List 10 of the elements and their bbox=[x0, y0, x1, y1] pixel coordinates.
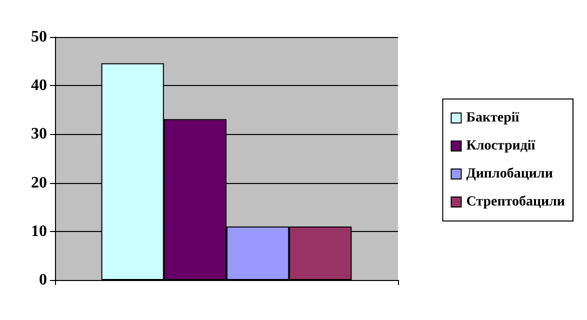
y-tick-label: 0 bbox=[39, 272, 47, 288]
y-tick-label: 20 bbox=[31, 174, 47, 192]
legend-label: Диплобацили bbox=[466, 166, 553, 182]
y-tick-label: 10 bbox=[31, 222, 47, 240]
y-tick-label: 50 bbox=[31, 28, 47, 46]
y-tick-label: 40 bbox=[31, 77, 47, 94]
legend-label: Стрептобацили bbox=[466, 194, 566, 210]
legend-label: Клостридії bbox=[466, 138, 536, 154]
legend-label: Бактерії bbox=[466, 110, 520, 126]
y-tick-label: 30 bbox=[31, 126, 47, 143]
